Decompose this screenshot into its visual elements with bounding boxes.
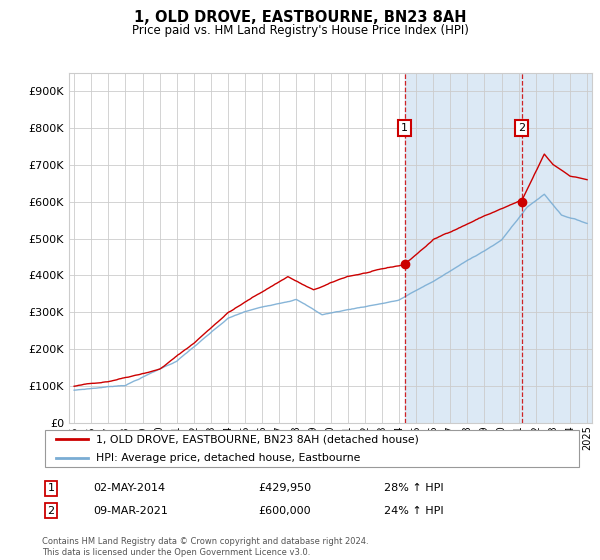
FancyBboxPatch shape <box>45 430 580 467</box>
Text: £429,950: £429,950 <box>258 483 311 493</box>
Text: 1: 1 <box>401 123 408 133</box>
Text: 28% ↑ HPI: 28% ↑ HPI <box>384 483 443 493</box>
Text: Contains HM Land Registry data © Crown copyright and database right 2024.
This d: Contains HM Land Registry data © Crown c… <box>42 537 368 557</box>
Text: 1, OLD DROVE, EASTBOURNE, BN23 8AH (detached house): 1, OLD DROVE, EASTBOURNE, BN23 8AH (deta… <box>96 435 419 444</box>
Text: Price paid vs. HM Land Registry's House Price Index (HPI): Price paid vs. HM Land Registry's House … <box>131 24 469 37</box>
Text: 1: 1 <box>47 483 55 493</box>
Text: 02-MAY-2014: 02-MAY-2014 <box>93 483 165 493</box>
Text: 1, OLD DROVE, EASTBOURNE, BN23 8AH: 1, OLD DROVE, EASTBOURNE, BN23 8AH <box>134 10 466 25</box>
Text: 09-MAR-2021: 09-MAR-2021 <box>93 506 168 516</box>
Bar <box>404 73 596 423</box>
Text: 2: 2 <box>518 123 525 133</box>
Text: 2: 2 <box>47 506 55 516</box>
Text: HPI: Average price, detached house, Eastbourne: HPI: Average price, detached house, East… <box>96 453 361 463</box>
Text: £600,000: £600,000 <box>258 506 311 516</box>
Text: 24% ↑ HPI: 24% ↑ HPI <box>384 506 443 516</box>
